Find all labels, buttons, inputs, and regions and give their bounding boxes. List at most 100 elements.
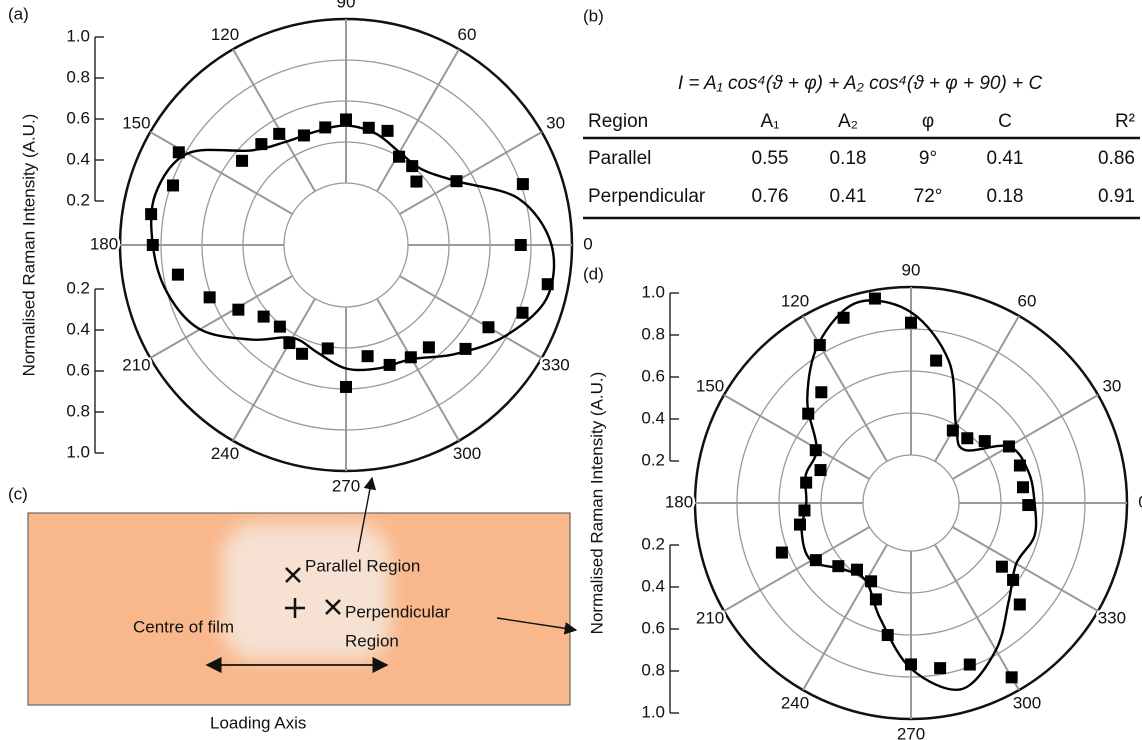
angle-label: 300 bbox=[1013, 693, 1041, 712]
region-label: Parallel Region bbox=[305, 556, 420, 575]
data-point bbox=[516, 178, 529, 191]
data-point bbox=[814, 464, 827, 477]
r-tick-label: 0.4 bbox=[66, 149, 90, 168]
spoke bbox=[723, 394, 870, 480]
r-tick-label: 0.4 bbox=[66, 319, 90, 338]
angle-label: 60 bbox=[458, 25, 477, 44]
data-point bbox=[930, 354, 943, 367]
table-cell: Perpendicular bbox=[588, 186, 706, 207]
data-point bbox=[232, 303, 245, 316]
table-cell: 0.55 bbox=[752, 148, 789, 169]
angle-label: 120 bbox=[211, 25, 239, 44]
angle-label: 330 bbox=[541, 355, 569, 374]
table-cell: 0.18 bbox=[830, 148, 867, 169]
angle-label: 30 bbox=[546, 113, 565, 132]
angle-label: 240 bbox=[781, 693, 809, 712]
data-point bbox=[257, 310, 270, 323]
angle-label: 240 bbox=[211, 444, 239, 463]
r-tick-label: 0.6 bbox=[641, 618, 665, 637]
data-point bbox=[422, 341, 435, 354]
data-point bbox=[978, 435, 991, 448]
table: Region A₁ A₂ φ C R² Parallel 0.55 0.18 9° 0.41 0.86… bbox=[588, 111, 1135, 207]
data-point bbox=[340, 113, 352, 126]
r-tick-label: 0.8 bbox=[66, 401, 90, 420]
grid-circle bbox=[862, 454, 960, 552]
data-point bbox=[793, 518, 806, 531]
data-point bbox=[171, 268, 184, 281]
table-cell: 72° bbox=[914, 186, 943, 207]
angle-label: 300 bbox=[453, 444, 481, 463]
r-tick-label: 1.0 bbox=[66, 26, 90, 45]
data-point bbox=[961, 432, 974, 445]
spoke bbox=[376, 48, 460, 192]
data-point bbox=[516, 306, 529, 319]
r-tick-label: 0.4 bbox=[641, 408, 665, 427]
angle-label: 150 bbox=[122, 113, 150, 132]
table-cell: 0.18 bbox=[987, 186, 1024, 207]
data-point bbox=[203, 291, 216, 304]
r-tick-label: 0.6 bbox=[66, 108, 90, 127]
angle-label: 30 bbox=[1102, 376, 1121, 395]
region-label: Region bbox=[345, 631, 399, 650]
r-tick-label: 0.8 bbox=[66, 67, 90, 86]
panel-label: (c) bbox=[8, 484, 28, 503]
data-point bbox=[1005, 671, 1018, 684]
table-cell: 0.41 bbox=[987, 148, 1024, 169]
data-point bbox=[905, 316, 917, 329]
table-header: Region bbox=[588, 111, 648, 132]
loaded-area bbox=[222, 524, 390, 660]
spoke bbox=[399, 131, 543, 215]
data-point bbox=[340, 380, 352, 393]
r-tick-label: 1.0 bbox=[641, 702, 665, 721]
angle-label: 330 bbox=[1098, 608, 1126, 627]
r-tick-label: 0.2 bbox=[641, 450, 665, 469]
r-tick-label: 0.8 bbox=[641, 660, 665, 679]
fit-curve bbox=[800, 299, 1038, 692]
angle-label: 270 bbox=[897, 724, 925, 740]
data-point bbox=[273, 127, 286, 140]
grid-circle bbox=[283, 182, 409, 308]
table-header: A₁ bbox=[760, 111, 779, 132]
data-point bbox=[410, 175, 423, 188]
data-point bbox=[775, 546, 788, 559]
data-point bbox=[167, 179, 180, 192]
axis-caption: Loading Axis bbox=[210, 713, 306, 732]
data-point bbox=[361, 350, 374, 363]
y-axis-label: Normalised Raman Intensity (A.U.) bbox=[19, 114, 38, 377]
data-point bbox=[934, 662, 947, 675]
data-point bbox=[1013, 598, 1026, 611]
data-point bbox=[283, 337, 296, 350]
cross-marker bbox=[325, 599, 341, 615]
table-cell: 0.86 bbox=[1098, 148, 1135, 169]
angle-label: 90 bbox=[337, 0, 356, 11]
data-point bbox=[406, 160, 419, 173]
spoke bbox=[934, 315, 1020, 462]
data-point bbox=[963, 658, 976, 671]
spoke bbox=[232, 48, 316, 192]
data-point bbox=[815, 386, 828, 399]
r-tick-label: 0.4 bbox=[641, 576, 665, 595]
table-header: C bbox=[998, 111, 1012, 132]
angle-label: 210 bbox=[696, 608, 724, 627]
angle-label: 60 bbox=[1018, 292, 1037, 311]
centre-marker bbox=[285, 598, 305, 618]
spoke bbox=[149, 275, 293, 359]
spoke bbox=[952, 394, 1099, 480]
r-tick-label: 0.8 bbox=[641, 324, 665, 343]
r-tick-label: 0.2 bbox=[66, 190, 90, 209]
data-point bbox=[1016, 481, 1029, 494]
spoke bbox=[723, 526, 870, 612]
data-point bbox=[273, 320, 286, 333]
angle-label: 210 bbox=[122, 355, 150, 374]
arrow bbox=[496, 617, 578, 635]
fit-curve bbox=[149, 124, 556, 372]
data-point bbox=[482, 321, 495, 334]
cross-marker bbox=[285, 567, 301, 583]
r-tick-label: 1.0 bbox=[641, 282, 665, 301]
y-axis-label: Normalised Raman Intensity (A.U.) bbox=[587, 372, 606, 635]
angle-label: 120 bbox=[781, 292, 809, 311]
panel-label: (b) bbox=[583, 6, 604, 25]
r-tick-label: 0.6 bbox=[66, 360, 90, 379]
panel-label: (a) bbox=[8, 4, 29, 23]
